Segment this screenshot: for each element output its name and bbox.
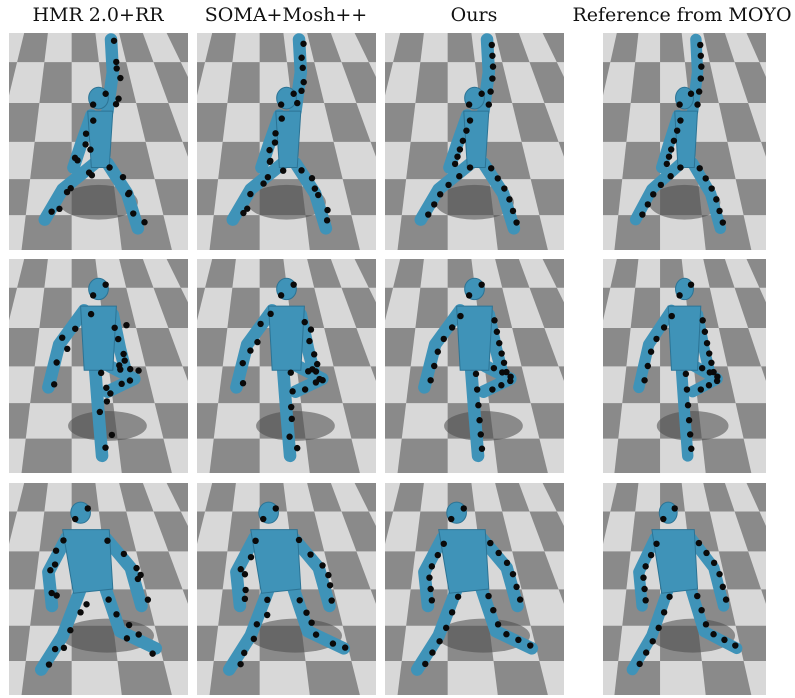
panel-soma-row3 bbox=[197, 483, 376, 695]
marker-points bbox=[425, 41, 520, 226]
panel-reference-row1 bbox=[603, 33, 766, 250]
marker-points bbox=[237, 505, 349, 668]
marker-points bbox=[636, 505, 739, 668]
render-image bbox=[197, 483, 376, 695]
body-shadow bbox=[648, 184, 721, 220]
marker-points bbox=[641, 281, 721, 452]
panel-ours-row2 bbox=[385, 259, 564, 473]
marker-points bbox=[240, 40, 331, 224]
render-image bbox=[385, 483, 564, 695]
render-image bbox=[603, 33, 766, 250]
body-shadow bbox=[436, 618, 530, 653]
render-image bbox=[197, 33, 376, 250]
panel-soma-row1 bbox=[197, 33, 376, 250]
panel-ours-row3 bbox=[385, 483, 564, 695]
panel-reference-row2 bbox=[603, 259, 766, 473]
column-title-ours: Ours bbox=[450, 4, 498, 26]
panel-soma-row2 bbox=[197, 259, 376, 473]
panel-hmr-row1 bbox=[9, 33, 188, 250]
body-mesh bbox=[418, 277, 517, 463]
column-title-soma: SOMA+Mosh++ bbox=[204, 4, 368, 26]
body-shadow bbox=[248, 618, 342, 653]
body-shadow bbox=[256, 410, 335, 441]
panel-reference-row3 bbox=[603, 483, 766, 695]
render-image bbox=[9, 259, 188, 473]
body-mesh bbox=[414, 33, 521, 235]
checker-floor bbox=[385, 483, 564, 695]
marker-points bbox=[239, 281, 326, 452]
marker-points bbox=[48, 37, 148, 226]
marker-points bbox=[639, 41, 727, 226]
render-image bbox=[9, 33, 188, 250]
panel-ours-row1 bbox=[385, 33, 564, 250]
render-image bbox=[9, 483, 188, 695]
body-shadow bbox=[650, 618, 736, 653]
render-image bbox=[385, 33, 564, 250]
column-title-hmr: HMR 2.0+RR bbox=[32, 4, 164, 26]
render-image bbox=[197, 259, 376, 473]
marker-points bbox=[427, 281, 514, 452]
marker-points bbox=[422, 505, 534, 668]
render-image bbox=[603, 259, 766, 473]
render-image bbox=[603, 483, 766, 695]
body-shadow bbox=[247, 184, 326, 220]
panel-hmr-row3 bbox=[9, 483, 188, 695]
marker-points bbox=[45, 505, 156, 668]
body-shadow bbox=[68, 410, 147, 441]
body-shadow bbox=[444, 410, 523, 441]
column-title-reference: Reference from MOYO bbox=[572, 4, 792, 26]
body-shadow bbox=[656, 410, 729, 441]
render-image bbox=[385, 259, 564, 473]
body-shadow bbox=[435, 184, 514, 220]
panel-hmr-row2 bbox=[9, 259, 188, 473]
body-mesh bbox=[42, 277, 141, 463]
marker-points bbox=[50, 281, 142, 451]
body-mesh bbox=[410, 501, 539, 676]
body-shadow bbox=[59, 184, 138, 220]
